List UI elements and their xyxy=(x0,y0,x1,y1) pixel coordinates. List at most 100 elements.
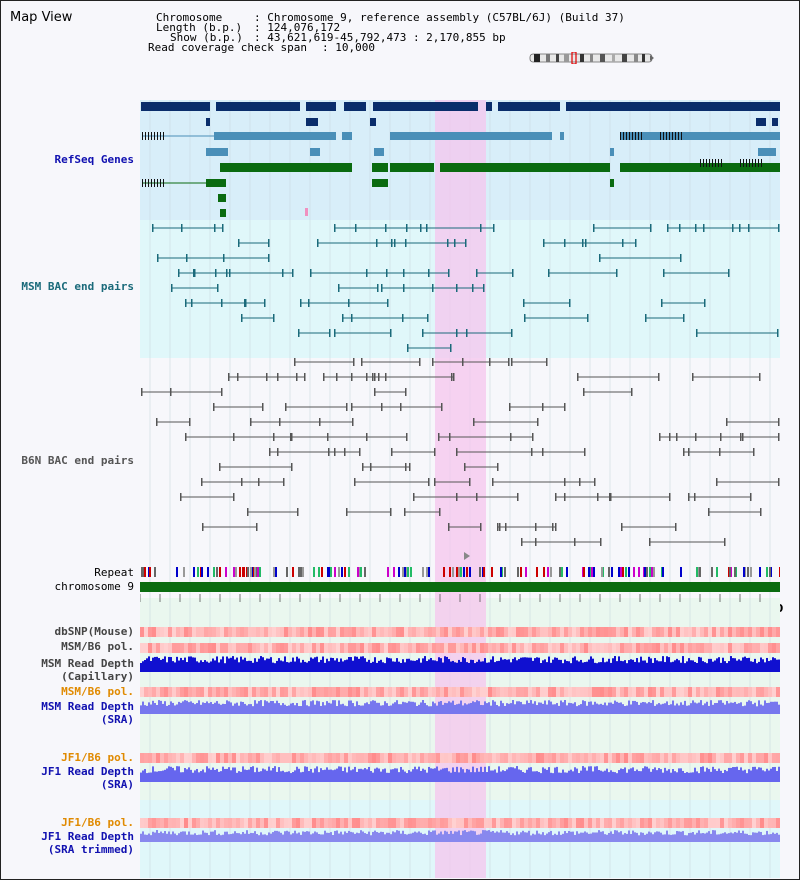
jf1-depth-trim-bar xyxy=(652,834,654,842)
msm-depth-cap-bar xyxy=(722,657,724,672)
repeat-element xyxy=(491,567,493,577)
jf1-depth-trim-bar xyxy=(574,834,576,842)
msm-depth-cap-bar xyxy=(262,657,264,672)
b6n-bac-pair xyxy=(659,433,661,441)
msm-bac-pair xyxy=(338,284,340,292)
dbsnp-heat xyxy=(476,627,480,637)
msm-depth-sra-bar xyxy=(252,706,254,714)
jf1-depth-sra-bar xyxy=(218,771,220,782)
jf1-depth-sra-bar xyxy=(700,766,702,782)
b6n-bac-pair xyxy=(688,493,690,501)
refseq-gene xyxy=(566,102,780,111)
jf1-depth-trim-bar xyxy=(216,834,218,842)
dbsnp-heat xyxy=(496,627,500,637)
jf1-depth-trim-bar xyxy=(230,834,232,842)
msm-depth-sra-bar xyxy=(604,702,606,714)
repeat-element xyxy=(219,567,221,577)
jf1-depth-trim-bar xyxy=(268,832,270,842)
chromosome-ideogram[interactable] xyxy=(528,52,656,64)
msm-bac-pair xyxy=(748,224,750,232)
exon-tick xyxy=(148,132,149,140)
msm-depth-cap-bar xyxy=(232,656,234,672)
jf1-b6-pol-trim-heat xyxy=(240,818,244,828)
msm-b6-pol-heat xyxy=(412,643,416,653)
msm-bac-pair xyxy=(635,239,637,247)
jf1-b6-pol-heat xyxy=(500,753,504,763)
msm-b6-pol-sra-heat xyxy=(216,687,220,697)
msm-depth-sra-bar xyxy=(234,703,236,714)
jf1-depth-trim-bar xyxy=(316,832,318,842)
msm-depth-cap-bar xyxy=(474,663,476,672)
msm-b6-pol-sra-heat xyxy=(344,687,348,697)
msm-depth-sra-bar xyxy=(412,701,414,714)
msm-depth-sra-bar xyxy=(328,702,330,714)
jf1-depth-trim-bar xyxy=(600,831,602,842)
dbsnp-heat xyxy=(588,627,592,637)
jf1-b6-pol-trim-heat xyxy=(568,818,572,828)
jf1-depth-trim-bar xyxy=(274,830,276,842)
repeat-element xyxy=(443,567,445,577)
jf1-depth-sra-bar xyxy=(706,767,708,782)
jf1-b6-pol-heat xyxy=(452,753,456,763)
jf1-depth-sra-bar xyxy=(682,770,684,782)
jf1-b6-pol-trim-heat xyxy=(684,818,688,828)
jf1-depth-sra-sub-label: (SRA) xyxy=(100,778,134,791)
msm-depth-sra-bar xyxy=(264,700,266,714)
msm-depth-cap-bar xyxy=(176,656,178,672)
jf1-b6-pol-heat xyxy=(296,753,300,763)
jf1-depth-trim-bar xyxy=(756,832,758,842)
jf1-depth-sra-bar xyxy=(308,771,310,782)
jf1-depth-sra-bar xyxy=(220,771,222,782)
msm-b6-pol-sra-heat xyxy=(636,687,640,697)
repeat-element xyxy=(254,567,256,577)
msm-depth-cap-bar xyxy=(702,661,704,672)
jf1-depth-trim-bar xyxy=(394,832,396,842)
jf1-b6-pol-heat xyxy=(744,753,748,763)
repeat-element xyxy=(235,567,237,577)
b6n-bac-pair xyxy=(283,478,285,486)
msm-b6-pol-sra-heat xyxy=(372,687,376,697)
msm-depth-cap-bar xyxy=(354,656,356,672)
jf1-depth-trim-bar xyxy=(530,835,532,842)
msm-b6-pol-heat xyxy=(364,643,368,653)
msm-b6-pol-sra-heat xyxy=(652,687,656,697)
msm-b6-pol-heat xyxy=(444,643,448,653)
msm-depth-sra-bar xyxy=(566,705,568,714)
jf1-depth-trim-bar xyxy=(384,834,386,842)
msm-b6-pol-sra-heat xyxy=(396,687,400,697)
jf1-depth-sra-bar xyxy=(766,768,768,782)
jf1-depth-sra-bar xyxy=(662,772,664,782)
msm-depth-cap-bar xyxy=(258,658,260,672)
jf1-depth-sra-bar xyxy=(318,772,320,782)
msm-depth-sra-bar xyxy=(458,703,460,714)
msm-depth-sra-bar xyxy=(548,700,550,714)
jf1-depth-sra-bar xyxy=(658,768,660,782)
b6n-bac-pair xyxy=(141,388,143,396)
jf1-depth-trim-bar xyxy=(144,834,146,842)
jf1-b6-pol-heat xyxy=(156,753,160,763)
jf1-b6-pol-heat xyxy=(336,753,340,763)
b6n-bac-pair xyxy=(683,448,685,456)
repeat-element xyxy=(591,567,593,577)
jf1-depth-sra-bar xyxy=(142,770,144,782)
jf1-b6-pol-heat xyxy=(408,753,412,763)
jf1-depth-trim-bar xyxy=(506,831,508,842)
msm-b6-pol-sra-heat xyxy=(528,687,532,697)
jf1-b6-pol-heat xyxy=(224,753,228,763)
jf1-depth-sra-bar xyxy=(634,771,636,782)
msm-b6-pol-sra-heat xyxy=(192,687,196,697)
msm-b6-pol-heat xyxy=(212,643,216,653)
jf1-depth-sra-bar xyxy=(528,767,530,782)
msm-depth-cap-bar xyxy=(162,658,164,672)
msm-depth-cap-bar xyxy=(242,659,244,672)
jf1-depth-trim-bar xyxy=(204,832,206,842)
msm-b6-pol-sra-heat xyxy=(756,687,760,697)
genome-track-area[interactable] xyxy=(140,100,780,878)
msm-depth-sra-bar xyxy=(250,704,252,714)
msm-b6-pol-sra-heat xyxy=(744,687,748,697)
msm-depth-cap-bar xyxy=(418,658,420,672)
jf1-depth-trim-bar xyxy=(730,832,732,842)
msm-depth-sra-bar xyxy=(470,702,472,714)
msm-b6-pol-sra-heat xyxy=(768,687,772,697)
msm-depth-sra-bar xyxy=(760,704,762,714)
